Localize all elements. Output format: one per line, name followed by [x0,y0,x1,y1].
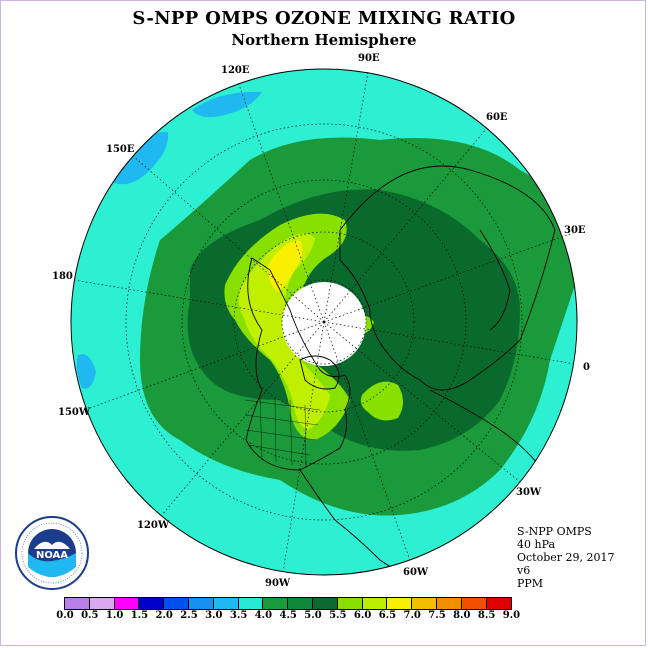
colorbar-tick-label: 8.5 [477,610,496,621]
colorbar-tick-label: 2.0 [155,610,173,621]
colorbar-tick-label: 3.5 [229,610,248,621]
colorbar-swatch [436,598,462,609]
colorbar-swatch [65,598,90,609]
info-level: 40 hPa [517,538,556,551]
colorbar-tick-label: 8.0 [453,610,471,621]
colorbar-swatch [288,598,313,609]
colorbar-swatch [387,598,413,609]
colorbar [64,597,513,610]
colorbar-swatch [89,598,115,609]
colorbar-swatch [263,598,289,609]
colorbar-tick-label: 0.5 [81,610,99,621]
lon-label-30e: 30E [564,225,586,236]
lon-label-120e: 120E [221,65,250,76]
colorbar-swatch [312,598,338,609]
colorbar-tick-label: 3.0 [205,610,223,621]
colorbar-tick-label: 6.0 [353,610,372,621]
ozone-contour-yellow [268,240,303,292]
globe-outline [70,68,578,576]
product-info: S-NPP OMPS 40 hPa October 29, 2017 v6 PP… [517,525,615,590]
meridian-lines [73,71,576,573]
colorbar-swatch [139,598,165,609]
colorbar-swatch [238,598,264,609]
colorbar-tick-label: 9.0 [502,610,521,621]
colorbar-swatch [412,598,437,609]
colorbar-tick-label: 5.5 [329,610,347,621]
lon-label-180: 180 [52,271,73,282]
colorbar-swatch [114,598,140,609]
lon-label-60w: 60W [403,567,429,578]
lon-label-150w: 150W [58,407,91,418]
lon-label-0: 0 [583,362,590,373]
colorbar-swatch [188,598,214,609]
info-product: S-NPP OMPS [517,525,592,538]
colorbar-tick-label: 1.5 [130,610,149,621]
latitude-circles [125,123,523,521]
info-date: October 29, 2017 [517,551,615,564]
ozone-contour-blue-1 [108,131,169,185]
ozone-contour-light-green-2 [360,381,403,421]
colorbar-tick-label: 4.5 [279,610,297,621]
map-subtitle: Northern Hemisphere [231,31,417,49]
colorbar-tick-label: 4.0 [254,610,273,621]
ozone-contour-blue-2 [192,91,262,118]
colorbar-swatch [486,598,512,609]
info-units: PPM [517,577,544,590]
colorbar-swatch [213,598,239,609]
map-title: S-NPP OMPS OZONE MIXING RATIO [132,8,516,29]
colorbar-swatch [164,598,189,609]
polar-night-region [282,282,366,366]
ozone-contour-blue-3 [76,354,96,389]
colorbar-tick-label: 7.0 [403,610,421,621]
colorbar-swatch [461,598,487,609]
colorbar-tick-label: 5.0 [304,610,322,621]
colorbar-swatch [362,598,388,609]
lon-label-150e: 150E [106,144,135,155]
colorbar-tick-label: 6.5 [378,610,397,621]
lon-label-90w: 90W [265,578,291,589]
lon-label-90e: 90E [358,53,380,64]
colorbar-tick-label: 2.5 [180,610,198,621]
colorbar-tick-label: 1.0 [105,610,124,621]
noaa-logo: NOAA [15,516,89,590]
colorbar-labels: 0.0 0.5 1.0 1.5 2.0 2.5 3.0 3.5 4.0 4.5 5.0 5.5 6.0 6… [0,610,648,624]
colorbar-tick-label: 7.5 [428,610,446,621]
lon-label-120w: 120W [137,520,170,531]
us-state-lines [244,394,321,469]
info-version: v6 [517,564,531,577]
colorbar-tick-label: 0.0 [56,610,74,621]
lon-label-30w: 30W [516,487,542,498]
colorbar-swatch [337,598,363,609]
noaa-logo-text: NOAA [36,550,68,561]
lon-label-60e: 60E [486,112,508,123]
